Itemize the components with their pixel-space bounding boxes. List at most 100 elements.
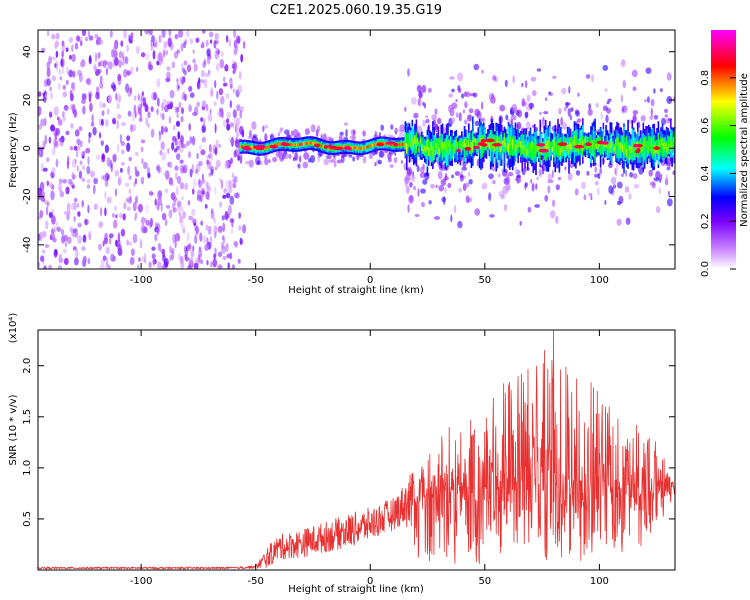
halo-blob: [472, 92, 478, 98]
noise-blob: [122, 213, 126, 221]
carrier-cell: [439, 149, 441, 156]
carrier-cell: [265, 146, 268, 150]
noise-blob: [185, 30, 190, 38]
noise-blob: [168, 177, 173, 185]
noise-blob: [232, 88, 235, 93]
halo-blob: [349, 135, 356, 141]
carrier-cell: [450, 141, 452, 150]
carrier-cell: [469, 147, 471, 154]
halo-blob: [530, 178, 533, 184]
noise-blob: [50, 124, 55, 132]
noise-blob: [150, 128, 155, 138]
halo-blob: [649, 115, 654, 121]
halo-blob: [336, 159, 343, 164]
halo-blob: [333, 160, 337, 168]
noise-blob: [115, 239, 118, 247]
carrier-cell: [241, 145, 243, 149]
halo-blob: [628, 193, 632, 200]
carrier-cell: [410, 132, 412, 146]
noise-blob: [88, 35, 94, 41]
carrier-cell: [630, 146, 632, 154]
noise-blob: [148, 261, 152, 269]
carrier-cell: [659, 139, 661, 146]
noise-blob: [50, 190, 55, 201]
halo-blob: [435, 184, 438, 188]
noise-blob: [198, 179, 202, 189]
noise-blob: [242, 41, 246, 49]
carrier-cell: [510, 135, 513, 145]
noise-blob: [180, 115, 184, 123]
noise-blob: [192, 245, 195, 252]
noise-blob: [168, 161, 173, 169]
noise-blob: [229, 122, 234, 128]
halo-blob: [633, 184, 640, 189]
noise-blob: [222, 255, 227, 261]
noise-blob: [116, 144, 120, 153]
carrier-cell: [487, 138, 489, 148]
noise-blob: [125, 83, 130, 93]
noise-blob: [126, 142, 131, 152]
carrier-cell: [362, 146, 364, 150]
noise-blob: [181, 166, 187, 174]
carrier-cell: [521, 133, 524, 152]
noise-blob: [56, 142, 62, 147]
halo-blob: [594, 173, 599, 178]
carrier-cell: [429, 149, 431, 156]
noise-blob: [112, 117, 116, 125]
noise-blob: [97, 69, 102, 74]
noise-blob: [104, 144, 109, 154]
noise-blob: [67, 209, 71, 217]
carrier-cell: [455, 139, 458, 162]
noise-blob: [41, 249, 46, 254]
noise-blob: [192, 218, 197, 224]
halo-blob: [462, 109, 466, 114]
halo-blob: [362, 155, 367, 164]
noise-blob: [231, 264, 236, 269]
noise-blob: [135, 66, 139, 73]
halo-blob: [239, 155, 243, 164]
noise-blob: [204, 204, 208, 209]
carrier-cell: [426, 139, 429, 150]
carrier-cell: [550, 144, 552, 156]
peak-cell: [334, 146, 344, 151]
halo-blob: [406, 186, 410, 194]
halo-blob: [447, 182, 452, 189]
halo-blob: [650, 107, 653, 117]
carrier-cell: [538, 147, 540, 159]
peak-cell: [600, 141, 609, 145]
noise-blob: [58, 137, 62, 143]
noise-blob: [189, 257, 194, 264]
noise-blob: [62, 179, 68, 184]
halo-blob: [632, 110, 639, 115]
noise-blob: [163, 41, 168, 49]
carrier-cell: [506, 145, 508, 152]
halo-blob: [264, 133, 268, 143]
noise-blob: [87, 258, 91, 265]
noise-blob: [194, 106, 199, 116]
noise-blob: [147, 111, 151, 119]
carrier-cell: [671, 131, 673, 149]
noise-blob: [137, 93, 140, 102]
noise-blob: [240, 53, 244, 63]
noise-blob: [214, 247, 217, 253]
halo-blob: [458, 112, 462, 122]
noise-blob: [76, 35, 80, 42]
noise-blob: [181, 62, 184, 71]
noise-blob: [128, 36, 133, 44]
noise-blob: [206, 186, 212, 193]
carrier-cell: [623, 144, 625, 156]
carrier-cell: [400, 143, 403, 147]
noise-blob: [169, 254, 172, 262]
carrier-cell: [546, 140, 548, 151]
peak-cell: [536, 143, 545, 147]
carrier-cell: [535, 144, 537, 155]
noise-blob: [62, 111, 65, 118]
peak-cell: [492, 143, 502, 147]
noise-blob: [194, 234, 198, 244]
noise-blob: [200, 117, 204, 122]
halo-blob: [457, 220, 463, 229]
carrier-cell: [500, 131, 503, 150]
noise-blob: [106, 196, 112, 204]
carrier-cell: [494, 145, 496, 152]
colorbar-tick-label: 0.8: [700, 70, 711, 86]
